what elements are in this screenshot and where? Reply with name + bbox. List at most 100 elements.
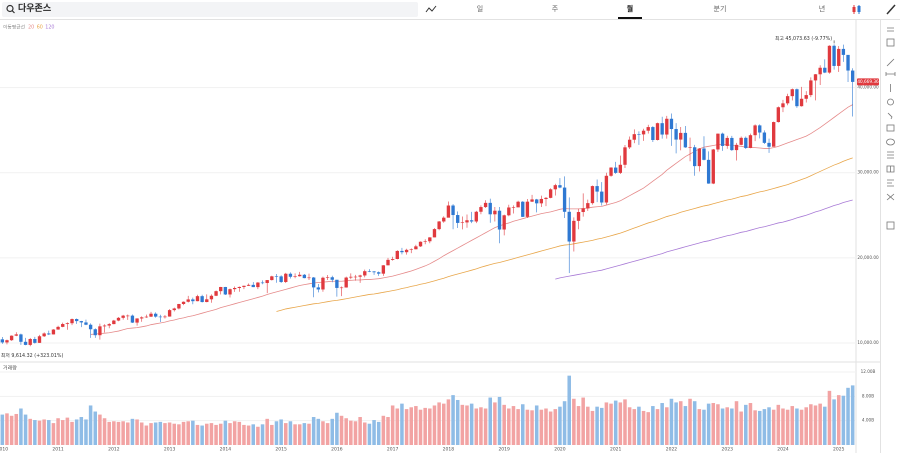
candle-body [349,276,353,278]
volume-bar [823,406,827,445]
candle-body [688,147,692,148]
volume-bar [497,396,502,445]
volume-bar [599,407,604,445]
candle-body [488,202,492,215]
candle-body [683,132,688,148]
candle-body [335,279,339,288]
candle-body [251,284,255,288]
candle-body [423,241,427,242]
candle-body [451,205,455,216]
period-tab[interactable]: 년 [818,5,826,13]
tool-icon[interactable] [886,58,895,67]
volume-bar [288,421,293,445]
volume-bar [799,409,804,445]
volume-bar [214,424,218,445]
volume-bar [776,404,781,445]
candle-body [140,317,144,319]
candle-body [744,137,748,148]
search-query: 다우존스 [18,4,52,14]
tool-icon[interactable] [886,165,895,173]
tool-icon[interactable] [885,72,896,76]
candle-body [377,272,381,274]
tool-icon[interactable] [887,112,893,120]
volume-bar [316,418,321,445]
candle-body [446,205,451,218]
volume-bar [209,423,214,445]
tool-icon[interactable] [887,27,894,32]
candle-body [567,211,571,242]
candle-body [818,67,822,75]
candle-body [586,203,590,209]
x-tick-label: 2020 [554,447,566,453]
candle-body [302,274,307,279]
period-tab[interactable]: 월 [618,0,642,19]
candle-body [321,277,325,290]
candle-body [641,130,646,135]
toolbar-icons [885,27,896,230]
candle-body [256,282,260,288]
volume-bar [19,408,23,445]
period-tab[interactable]: 분기 [713,5,727,13]
volume-bar [479,407,483,445]
volume-bar [390,405,395,445]
candle-body [265,280,269,284]
candle-body [618,164,623,173]
candle-body [149,313,153,317]
tool-icon[interactable] [887,179,894,187]
line-chart-icon[interactable] [424,0,438,19]
candle-body [353,276,358,278]
period-tab[interactable]: 일 [476,5,484,13]
volume-bar [79,417,84,445]
candle-body [79,321,83,323]
candle-body [665,118,669,135]
volume-bar [795,408,799,445]
candle-body [116,317,121,321]
candle-body [753,125,757,136]
tool-icon[interactable] [887,151,894,159]
volume-bar [581,397,585,445]
period-tab[interactable]: 주 [551,5,559,13]
candle-body [167,310,172,317]
volume-bar [335,412,339,445]
volume-bar [130,418,135,445]
edit-icon[interactable] [884,0,898,19]
candle-body [679,132,683,140]
candle-body [232,287,237,290]
x-tick-label: 2019 [498,447,510,453]
candle-body [772,122,776,147]
x-tick-label: 2023 [721,447,733,453]
tool-icon[interactable] [886,38,895,47]
search-box[interactable]: 다우존스 [2,2,418,17]
candle-body [372,271,376,273]
candle-body [614,167,618,173]
volume-bar [637,406,641,445]
volume-bar [177,424,181,445]
candle-body [776,107,781,123]
volume-bar [465,405,469,445]
candle-body [298,274,302,277]
candle-icon[interactable] [850,0,864,19]
volume-bar [692,401,697,445]
candle-body [572,220,576,242]
candle-body [363,271,367,276]
candle-body [479,207,483,212]
volume-bar [446,399,451,445]
tool-icon[interactable] [886,221,895,230]
tool-icon[interactable] [887,98,894,106]
candle-body [697,148,702,167]
volume-bar [116,421,121,445]
candle-body [274,276,279,277]
volume-bar [23,414,28,445]
tool-icon[interactable] [886,193,895,201]
candle-body [539,198,544,204]
volume-bar [186,421,190,445]
volume-bar [0,414,5,445]
tool-icon[interactable] [886,138,895,146]
volume-bar [153,422,158,445]
candle-body [288,273,293,277]
tool-icon[interactable] [886,124,895,132]
volume-bar [507,408,511,445]
high-label: 최고 45,073.63 (-9.77%) [775,35,832,42]
volume-tick-label: 12.00B [861,369,876,374]
